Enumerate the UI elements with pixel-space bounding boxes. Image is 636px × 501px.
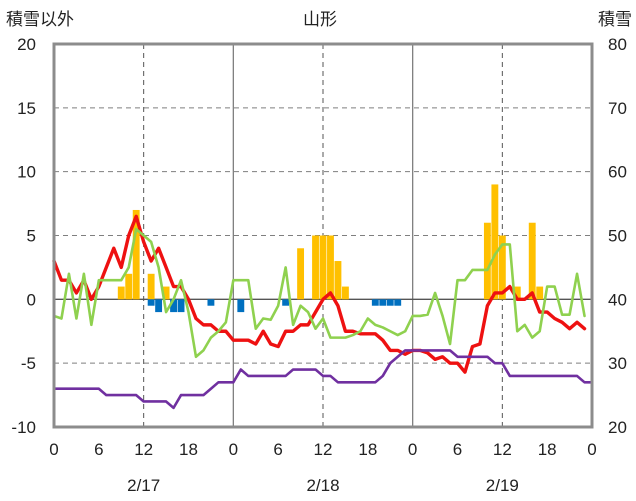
left-tick-label: 20: [17, 35, 36, 54]
day-label: 2/17: [127, 476, 160, 495]
left-tick-label: 15: [17, 99, 36, 118]
bar-yellow: [327, 235, 334, 300]
right-tick-label: 80: [608, 35, 627, 54]
day-label: 2/19: [486, 476, 519, 495]
bar-yellow: [513, 286, 521, 300]
x-tick-label: 6: [94, 440, 103, 459]
bar-blue: [207, 299, 215, 306]
x-tick-label: 12: [493, 440, 512, 459]
bar-series: [117, 184, 544, 313]
bar-yellow: [319, 235, 327, 300]
bar-blue: [177, 299, 185, 313]
left-tick-label: 5: [27, 227, 36, 246]
bar-yellow: [162, 286, 170, 300]
line-series: [52, 214, 594, 410]
x-tick-label: 12: [134, 440, 153, 459]
series-line: [52, 214, 587, 374]
right-tick-label: 40: [608, 290, 627, 309]
bar-yellow: [341, 286, 349, 300]
left-axis-title: 積雪以外: [6, 10, 74, 29]
bar-yellow: [117, 286, 125, 300]
bar-blue: [386, 299, 394, 306]
x-tick-label: 18: [179, 440, 198, 459]
bar-yellow: [483, 222, 491, 300]
bar-yellow: [491, 184, 499, 300]
bar-yellow: [528, 222, 536, 300]
plot-frame: [52, 42, 594, 429]
bar-blue: [170, 299, 177, 313]
x-tick-label: 12: [314, 440, 333, 459]
bar-yellow: [536, 286, 544, 300]
series-line: [52, 227, 586, 359]
bar-yellow: [498, 235, 506, 300]
right-tick-label: 30: [608, 354, 627, 373]
left-tick-label: -10: [11, 418, 36, 437]
bar-blue: [379, 299, 387, 306]
x-tick-label: 18: [358, 440, 377, 459]
x-tick-label: 0: [229, 440, 238, 459]
bar-yellow: [125, 273, 133, 300]
series-line: [52, 349, 594, 410]
x-tick-label: 18: [538, 440, 557, 459]
bar-yellow: [297, 248, 305, 300]
bar-blue: [237, 299, 245, 313]
bar-blue: [282, 299, 290, 306]
bar-yellow: [312, 235, 319, 300]
right-tick-label: 70: [608, 99, 627, 118]
bar-yellow: [334, 261, 342, 300]
x-tick-label: 0: [587, 440, 596, 459]
left-tick-label: -5: [21, 354, 36, 373]
bar-yellow: [147, 273, 155, 300]
right-axis-title: 積雪: [598, 10, 632, 29]
left-tick-label: 0: [27, 290, 36, 309]
day-label: 2/18: [306, 476, 339, 495]
left-tick-label: 10: [17, 163, 36, 182]
bar-blue: [394, 299, 402, 306]
x-tick-label: 0: [408, 440, 417, 459]
x-tick-label: 6: [453, 440, 462, 459]
chart-title: 山形: [303, 10, 337, 29]
right-tick-label: 50: [608, 227, 627, 246]
right-tick-label: 60: [608, 163, 627, 182]
bar-blue: [371, 299, 379, 306]
right-tick-label: 20: [608, 418, 627, 437]
bar-yellow: [132, 209, 140, 300]
bar-blue: [155, 299, 163, 313]
x-tick-label: 6: [273, 440, 282, 459]
x-tick-label: 0: [49, 440, 58, 459]
bar-blue: [147, 299, 155, 306]
